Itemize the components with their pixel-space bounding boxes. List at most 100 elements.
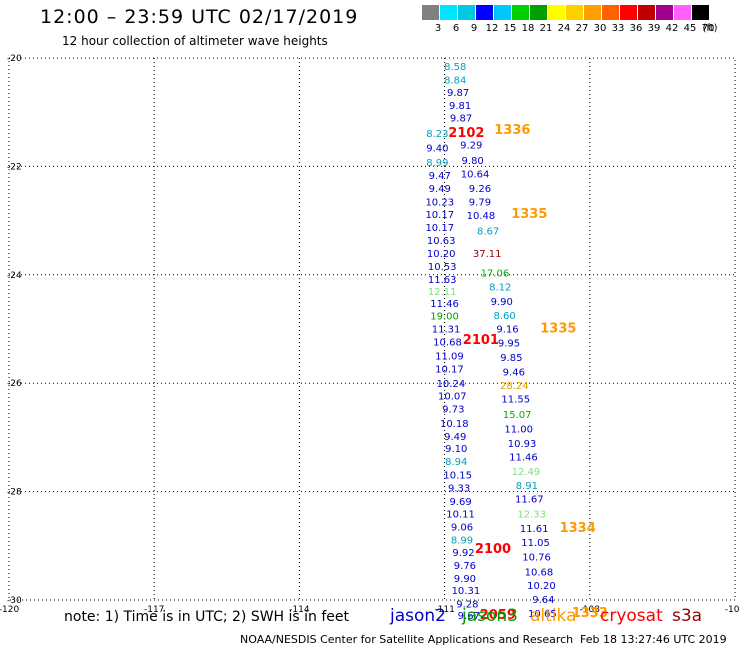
- wave-height-value: 9.92: [452, 548, 474, 559]
- scale-label: 42: [665, 23, 679, 34]
- wave-height-value: 8.99: [426, 158, 448, 169]
- scale-label: 39: [647, 23, 661, 34]
- wave-height-value: 9.80: [462, 156, 484, 167]
- wave-height-value: 11.00: [504, 425, 533, 436]
- wave-height-value: 9.06: [451, 522, 473, 533]
- scale-swatch: [692, 5, 709, 20]
- wave-height-value: 15.07: [503, 410, 532, 421]
- scale-swatch: [584, 5, 601, 20]
- wave-height-value: 11.46: [430, 299, 459, 310]
- wave-height-value: 12.33: [517, 509, 546, 520]
- wave-height-value: 37.11: [473, 249, 502, 260]
- wave-height-value: 10.07: [438, 392, 467, 403]
- wave-height-value: 9.28: [456, 599, 478, 610]
- wave-height-value: 10.68: [525, 567, 554, 578]
- wave-height-value: 9.49: [444, 432, 466, 443]
- wave-height-value: 10.11: [446, 509, 475, 520]
- wave-height-value: 10.63: [427, 236, 456, 247]
- wave-height-value: 10.18: [440, 419, 469, 430]
- scale-swatch: [440, 5, 457, 20]
- scale-unit: (ft): [702, 23, 718, 34]
- legend-item-s3a: s3a: [672, 606, 703, 626]
- wave-height-value: 10.64: [461, 169, 490, 180]
- wave-height-value: 8.23: [426, 129, 448, 140]
- wave-height-value: 11.31: [432, 324, 461, 335]
- map-canvas: -120 -117 -114 -111 -108 -105 -20 -22 -24 -26 -28 -…: [0, 54, 740, 623]
- wave-height-value: 12.49: [512, 467, 541, 478]
- scale-label: 12: [485, 23, 499, 34]
- map-frame: [8, 57, 736, 601]
- scale-label: 9: [470, 23, 478, 34]
- wave-height-value: 9.81: [449, 101, 471, 112]
- wave-height-value: 9.16: [496, 324, 518, 335]
- wave-height-value: 10.23: [425, 198, 454, 209]
- lon-tick-label: -108: [580, 605, 601, 615]
- scale-label: 33: [611, 23, 625, 34]
- satellite-pass-label: 2100: [475, 542, 511, 557]
- scale-swatch: [674, 5, 691, 20]
- wave-height-value: 11.46: [509, 452, 538, 463]
- map-plot: -120 -117 -114 -111 -108 -105 -20 -22 -24 -26 -28 -…: [0, 54, 740, 623]
- scale-label: 27: [575, 23, 589, 34]
- wave-height-value: 10.48: [467, 211, 496, 222]
- wave-height-value: 9.64: [532, 595, 554, 606]
- scale-label: 24: [557, 23, 571, 34]
- wave-height-value: 9.46: [503, 367, 525, 378]
- credit-text: NOAA/NESDIS Center for Satellite Applica…: [240, 633, 574, 646]
- wave-height-value: 9.10: [445, 444, 467, 455]
- wave-height-value: 28.24: [500, 381, 529, 392]
- wave-height-value: 9.67: [458, 611, 480, 622]
- wave-height-value: 8.60: [493, 311, 515, 322]
- satellite-pass-label: 2102: [448, 126, 484, 141]
- wave-height-value: 10.17: [425, 210, 454, 221]
- lat-tick-label: -30: [7, 596, 22, 606]
- wave-height-value: 9.87: [447, 88, 469, 99]
- satellite-pass-label: 2059: [480, 608, 516, 623]
- wave-height-value: 17.06: [481, 269, 510, 280]
- wave-height-value: 9.79: [469, 198, 491, 209]
- wave-height-value: 10.15: [443, 470, 472, 481]
- satellite-pass-label: 1334: [560, 521, 596, 536]
- scale-swatch: [422, 5, 439, 20]
- scale-label: 21: [539, 23, 553, 34]
- scale-swatch: [656, 5, 673, 20]
- wave-height-value: 9.76: [454, 561, 476, 572]
- wave-height-value: 11.61: [520, 524, 549, 535]
- wave-height-value: 10.17: [435, 365, 464, 376]
- satellite-pass-label: 1335: [511, 207, 547, 222]
- wave-height-value: 9.85: [500, 353, 522, 364]
- satellite-pass-label: 1333: [572, 606, 608, 621]
- lon-tick-label: -117: [144, 605, 164, 615]
- wave-height-value: 11.09: [435, 352, 464, 363]
- wave-height-value: 9.95: [498, 339, 520, 350]
- wave-height-value: 11.63: [428, 275, 457, 286]
- lat-tick-label: -22: [7, 162, 22, 172]
- wave-height-value: 8.58: [444, 62, 466, 73]
- wave-height-value: 10.17: [425, 223, 454, 234]
- footer-note: note: 1) Time is in UTC; 2) SWH is in fe…: [64, 609, 350, 625]
- wave-height-value: 8.12: [489, 283, 511, 294]
- legend-item-jason3: jason3: [462, 606, 518, 626]
- scale-label: 30: [593, 23, 607, 34]
- wave-height-value: 9.33: [448, 483, 470, 494]
- wave-height-value: 10.24: [437, 379, 466, 390]
- lon-tick-label: -105: [725, 605, 740, 615]
- wave-height-value: 10.20: [527, 581, 556, 592]
- wave-height-value: 9.29: [460, 141, 482, 152]
- scale-label: 3: [434, 23, 442, 34]
- scale-swatch: [602, 5, 619, 20]
- lat-tick-label: -26: [7, 379, 22, 389]
- scale-swatch: [548, 5, 565, 20]
- wave-height-value: 10.31: [452, 586, 481, 597]
- lon-tick-label: -120: [0, 605, 19, 615]
- wave-height-value: 8.99: [451, 535, 473, 546]
- wave-height-value: 8.94: [445, 457, 467, 468]
- wave-height-value: 8.67: [477, 226, 499, 237]
- wave-height-value: 9.87: [450, 114, 472, 125]
- wave-height-value: 8.91: [516, 481, 538, 492]
- scale-label: 15: [503, 23, 517, 34]
- scale-swatch: [638, 5, 655, 20]
- scale-swatch: [620, 5, 637, 20]
- wave-height-value: 10.65: [528, 609, 557, 620]
- wave-height-value: 10.20: [427, 249, 456, 260]
